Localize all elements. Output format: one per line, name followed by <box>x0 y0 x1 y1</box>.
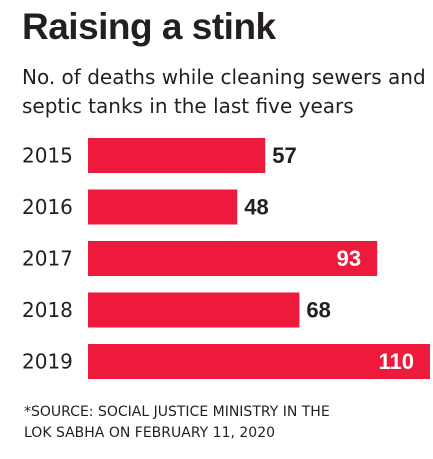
source-line-2: LOK SABHA ON FEBRUARY 11, 2020 <box>24 425 276 441</box>
bar-2019 <box>88 344 430 379</box>
value-label-2019: 110 <box>379 349 415 374</box>
bar-2017 <box>88 241 378 276</box>
chart-title: Raising a stink <box>22 6 276 47</box>
bar-2018 <box>88 292 300 328</box>
category-label-2016: 2016 <box>22 195 73 219</box>
category-label-2015: 2015 <box>22 144 73 168</box>
value-label-2017: 93 <box>337 246 361 271</box>
bar-chart: 2015 57 2016 48 2017 93 2018 68 2019 110 <box>0 130 433 392</box>
bar-chart-svg: 2015 57 2016 48 2017 93 2018 68 2019 110 <box>22 138 430 379</box>
value-label-2018: 68 <box>306 298 330 323</box>
category-label-2019: 2019 <box>22 350 73 374</box>
category-label-2018: 2018 <box>22 298 73 322</box>
source-line-1: *SOURCE: SOCIAL JUSTICE MINISTRY IN THE <box>24 404 330 420</box>
bar-2015 <box>88 138 266 173</box>
bar-2016 <box>88 189 238 225</box>
value-label-2016: 48 <box>244 195 268 220</box>
source-note: *SOURCE: SOCIAL JUSTICE MINISTRY IN THE … <box>24 402 424 444</box>
category-label-2017: 2017 <box>22 247 73 271</box>
chart-subtitle: No. of deaths while cleaning sewers and … <box>22 65 426 118</box>
value-label-2015: 57 <box>272 143 296 168</box>
